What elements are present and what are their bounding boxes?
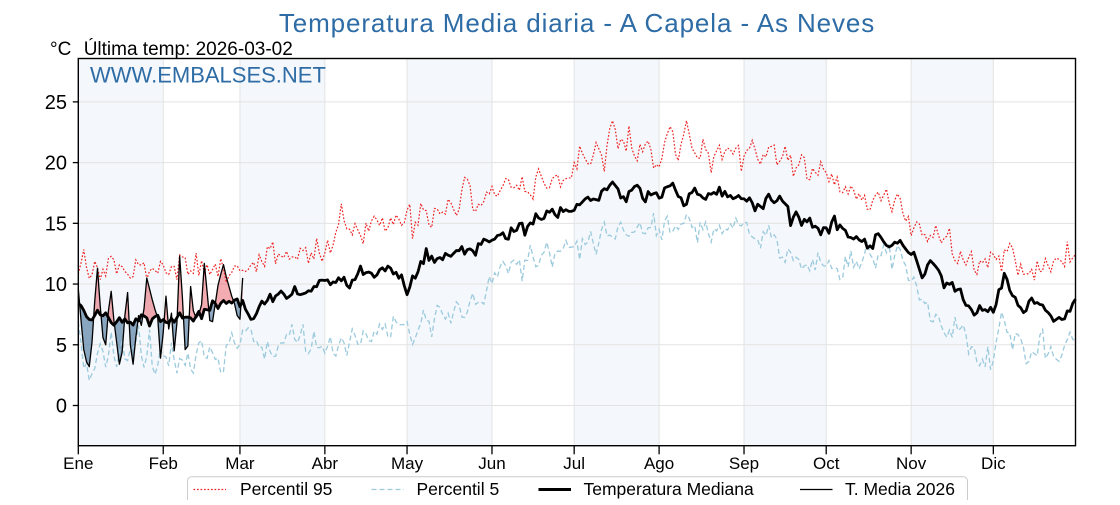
svg-text:Dic: Dic [981, 454, 1006, 473]
svg-text:20: 20 [45, 153, 67, 175]
svg-text:Jul: Jul [563, 454, 585, 473]
svg-text:Jun: Jun [478, 454, 505, 473]
svg-text:Mar: Mar [225, 454, 255, 473]
svg-text:Feb: Feb [149, 454, 178, 473]
svg-text:Ago: Ago [644, 454, 674, 473]
svg-text:Temperatura Mediana: Temperatura Mediana [584, 479, 754, 499]
svg-text:Temperatura Media diaria - A C: Temperatura Media diaria - A Capela - As… [279, 8, 875, 38]
svg-text:T. Media 2026: T. Media 2026 [845, 479, 955, 499]
svg-text:15: 15 [45, 213, 67, 235]
svg-text:May: May [391, 454, 424, 473]
svg-text:Ene: Ene [63, 454, 93, 473]
svg-text:Percentil 5: Percentil 5 [417, 479, 500, 499]
svg-text:Sep: Sep [729, 454, 759, 473]
svg-text:°C: °C [50, 39, 71, 60]
svg-text:Percentil 95: Percentil 95 [240, 479, 332, 499]
svg-text:10: 10 [45, 274, 67, 296]
svg-text:25: 25 [45, 92, 67, 114]
svg-text:WWW.EMBALSES.NET: WWW.EMBALSES.NET [90, 63, 326, 88]
svg-text:Última temp: 2026-03-02: Última temp: 2026-03-02 [84, 38, 293, 60]
svg-text:Abr: Abr [312, 454, 339, 473]
svg-text:Nov: Nov [896, 454, 927, 473]
svg-text:Oct: Oct [813, 454, 840, 473]
svg-text:0: 0 [56, 396, 67, 418]
svg-text:5: 5 [56, 335, 67, 357]
